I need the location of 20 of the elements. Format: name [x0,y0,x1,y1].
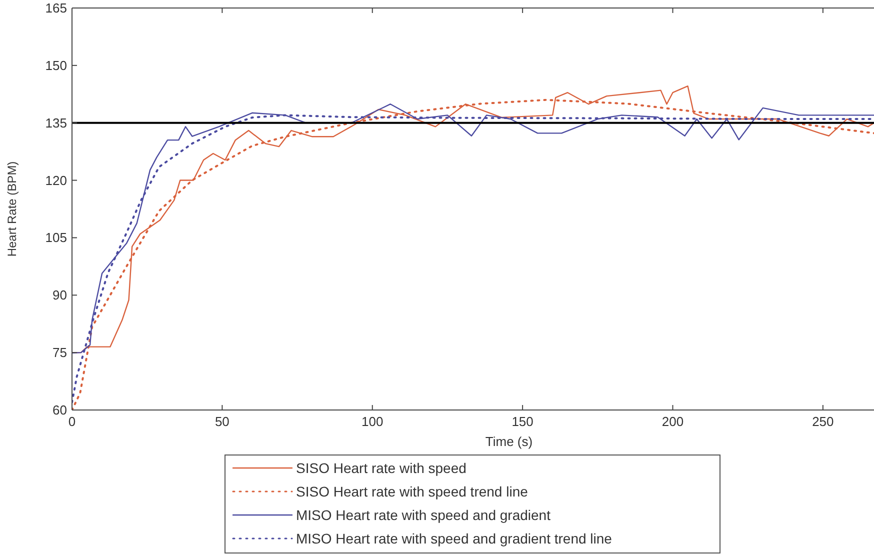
x-tick-label: 50 [214,414,230,429]
legend-label: SISO Heart rate with speed [296,460,466,476]
y-tick-label: 120 [45,172,67,188]
x-axis-title: Time (s) [485,434,533,449]
y-tick-label: 135 [45,115,67,130]
y-tick-label: 165 [45,0,67,16]
x-tick-label: 250 [812,414,834,429]
legend-label: MISO Heart rate with speed and gradient [296,507,551,523]
x-tick-label: 100 [362,414,384,429]
x-tick-label: 150 [512,414,534,429]
y-tick-label: 75 [52,345,67,360]
x-tick-label: 200 [662,414,684,429]
y-tick-label: 90 [52,288,67,303]
y-tick-label: 150 [45,58,67,73]
y-tick-label: 60 [52,402,67,418]
x-tick-label: 0 [68,414,76,429]
legend-label: SISO Heart rate with speed trend line [296,484,528,500]
y-tick-label: 105 [45,230,67,246]
legend-label: MISO Heart rate with speed and gradient trend line [296,530,612,546]
y-axis-title: Heart Rate (BPM) [5,161,19,257]
